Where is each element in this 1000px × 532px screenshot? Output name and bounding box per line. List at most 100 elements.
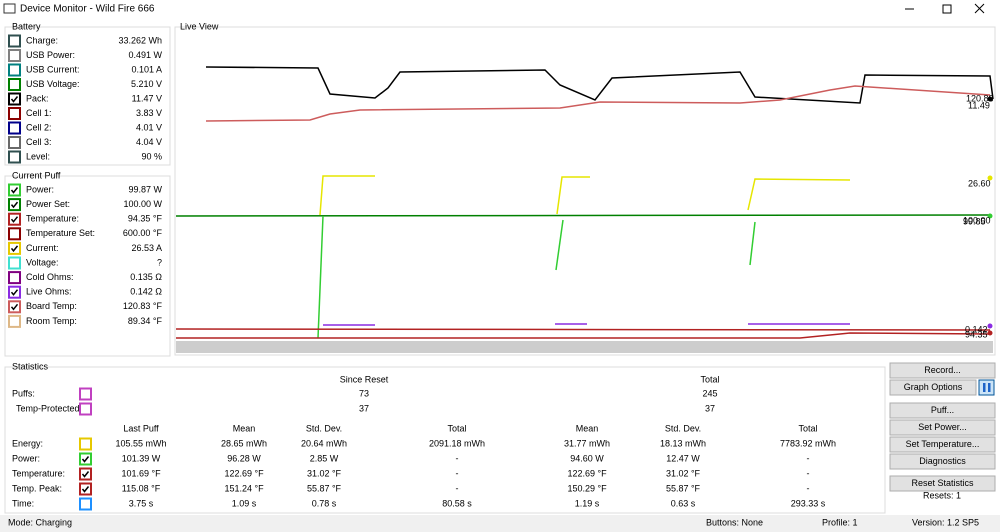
- field-value: 3.83 V: [136, 108, 162, 118]
- cell: 0.63 s: [671, 498, 696, 508]
- cell: -: [456, 453, 459, 463]
- field-label: Board Temp:: [26, 301, 77, 311]
- button-label[interactable]: Puff...: [931, 405, 954, 415]
- checkbox[interactable]: [79, 497, 92, 511]
- checkbox[interactable]: [8, 227, 21, 241]
- button[interactable]: [889, 475, 996, 492]
- restore-button[interactable]: [942, 4, 952, 14]
- field-label: Cell 1:: [26, 108, 52, 118]
- checkbox[interactable]: [8, 136, 21, 149]
- trace: [556, 176, 590, 215]
- checkbox[interactable]: [8, 198, 21, 212]
- field-value: 120.83 °F: [123, 301, 163, 311]
- check-mark: [10, 289, 19, 296]
- row-label: Temperature:: [12, 468, 65, 478]
- cell: 2.85 W: [310, 453, 339, 463]
- cell: 101.39 W: [122, 453, 161, 463]
- button[interactable]: [889, 402, 996, 419]
- pause-button[interactable]: [978, 379, 995, 396]
- field-value: 4.01 V: [136, 122, 162, 132]
- live-view-group: [174, 26, 996, 356]
- button[interactable]: [889, 419, 996, 436]
- column-header: Total: [798, 423, 817, 433]
- checkbox[interactable]: [8, 256, 21, 270]
- group-title: Current Puff: [12, 170, 61, 180]
- check-mark: [10, 245, 19, 253]
- checkbox[interactable]: [79, 467, 92, 481]
- group-title: Statistics: [12, 361, 49, 371]
- button-label[interactable]: Set Temperature...: [906, 439, 980, 449]
- field-label: Room Temp:: [26, 316, 77, 326]
- checkbox[interactable]: [8, 285, 21, 299]
- status-version: Version: 1.2 SP5: [912, 517, 979, 527]
- cell: -: [807, 453, 810, 463]
- checkbox[interactable]: [8, 49, 21, 62]
- checkbox[interactable]: [79, 482, 92, 496]
- checkbox[interactable]: [8, 271, 21, 285]
- checkbox[interactable]: [8, 107, 21, 120]
- cell: 94.60 W: [570, 453, 604, 463]
- button[interactable]: [889, 436, 996, 453]
- checkbox[interactable]: [8, 241, 21, 255]
- button-label[interactable]: Graph Options: [904, 382, 963, 392]
- checkbox[interactable]: [8, 34, 21, 48]
- checkbox[interactable]: [8, 121, 21, 135]
- field-value: 0.101 A: [131, 64, 162, 74]
- trace-value: 11.49: [968, 100, 990, 110]
- pause-bar: [983, 383, 986, 392]
- field-label: Charge:: [26, 35, 58, 45]
- summary-value: 37: [359, 403, 369, 413]
- cell: 31.77 mWh: [564, 438, 610, 448]
- check-mark: [10, 96, 19, 103]
- trace: [749, 221, 756, 266]
- checkbox[interactable]: [8, 300, 21, 314]
- button-label[interactable]: Diagnostics: [919, 456, 966, 466]
- trace: [747, 178, 851, 211]
- cell: 3.75 s: [129, 498, 154, 508]
- button[interactable]: [889, 362, 996, 379]
- scrollbar[interactable]: [176, 341, 993, 353]
- field-value: 94.35 °F: [128, 214, 163, 224]
- cell: 31.02 °F: [307, 468, 342, 478]
- checkbox[interactable]: [8, 183, 21, 197]
- trace: [317, 215, 324, 339]
- trace: [175, 214, 991, 217]
- checkbox[interactable]: [8, 314, 21, 328]
- field-label: Cold Ohms:: [26, 272, 74, 282]
- checkbox[interactable]: [79, 387, 92, 401]
- cell: 0.78 s: [312, 498, 337, 508]
- button[interactable]: [889, 453, 996, 470]
- field-value: 0.491 W: [128, 50, 162, 60]
- field-label: Cell 2:: [26, 122, 52, 132]
- cell: 150.29 °F: [567, 483, 607, 493]
- trace: [205, 66, 994, 104]
- cell: -: [456, 468, 459, 478]
- resets-count: Resets: 1: [923, 490, 961, 500]
- status-buttons: Buttons: None: [706, 517, 763, 527]
- close-button[interactable]: [974, 3, 985, 14]
- checkbox[interactable]: [79, 437, 92, 451]
- button-label[interactable]: Reset Statistics: [911, 478, 974, 488]
- button[interactable]: [889, 379, 977, 396]
- trace-value: 0.142: [965, 324, 988, 334]
- cell: 7783.92 mWh: [780, 438, 836, 448]
- button-label[interactable]: Record...: [924, 365, 961, 375]
- checkbox[interactable]: [8, 150, 21, 164]
- checkbox[interactable]: [8, 92, 21, 106]
- checkbox[interactable]: [8, 78, 21, 91]
- column-group-header: Since Reset: [340, 374, 389, 384]
- button-label[interactable]: Set Power...: [918, 422, 967, 432]
- field-label: Power Set:: [26, 199, 70, 209]
- checkbox[interactable]: [79, 452, 92, 466]
- checkbox[interactable]: [8, 212, 21, 226]
- cell: 55.87 °F: [307, 483, 342, 493]
- summary-value: 73: [359, 388, 369, 398]
- cell: 105.55 mWh: [115, 438, 166, 448]
- field-value: 99.87 W: [128, 184, 162, 194]
- trace-value: 99.85: [963, 216, 986, 226]
- checkbox[interactable]: [8, 63, 21, 77]
- trace-end: [987, 323, 993, 329]
- column-header: Std. Dev.: [665, 423, 701, 433]
- checkbox[interactable]: [79, 402, 92, 416]
- cell: 151.24 °F: [224, 483, 264, 493]
